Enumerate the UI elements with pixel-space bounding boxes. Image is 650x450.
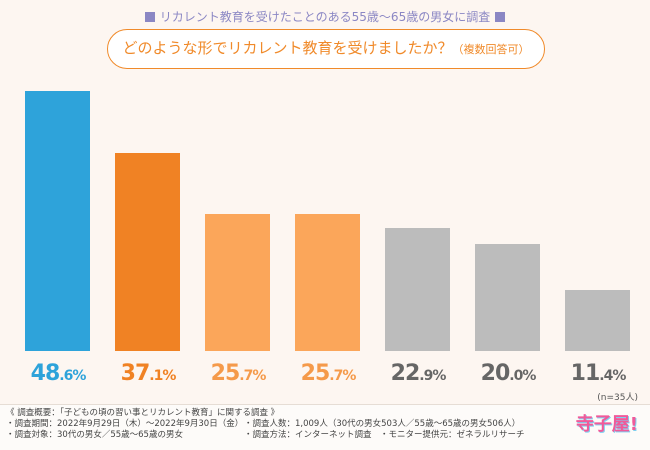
footer-target: ・調査対象：30代の男女／55歳～65歳の男女 <box>6 430 183 440</box>
bar <box>205 213 270 351</box>
bar <box>25 91 90 351</box>
value-label: 48.6% <box>30 361 87 386</box>
bar <box>115 152 180 351</box>
value-label: 25.7% <box>300 361 357 386</box>
footer-period: ・調査期間：2022年9月29日（木）～2022年9月30日（金） <box>6 419 244 429</box>
bar <box>295 213 360 351</box>
question-box: どのような形でリカレント教育を受けましたか？（複数回答可） <box>107 29 545 69</box>
bar <box>565 290 630 351</box>
footer-people: ・調査人数：1,009人（30代の男女503人／55歳～65歳の男女506人） <box>244 419 521 429</box>
footer-title: 《 調査概要：「子どもの頃の習い事とリカレント教育」に関する調査 》 <box>6 408 280 418</box>
value-label: 37.1% <box>120 361 177 386</box>
footer-provider: ・モニター提供元：ゼネラルリサーチ <box>380 430 525 440</box>
survey-footer: 《 調査概要：「子どもの頃の習い事とリカレント教育」に関する調査 》 ・調査期間… <box>0 404 650 450</box>
value-label: 11.4% <box>570 361 627 386</box>
value-label: 25.7% <box>210 361 267 386</box>
bar <box>385 228 450 351</box>
footer-method: ・調査方法：インターネット調査 <box>244 430 372 440</box>
sample-size: (n=35人) <box>597 393 638 403</box>
bar <box>475 244 540 351</box>
terakoya-logo: 寺子屋! <box>575 414 638 435</box>
value-label: 22.9% <box>390 361 447 386</box>
value-label: 20.0% <box>480 361 537 386</box>
survey-subtitle: リカレント教育を受けたことのある55歳～65歳の男女に調査 <box>0 8 650 25</box>
